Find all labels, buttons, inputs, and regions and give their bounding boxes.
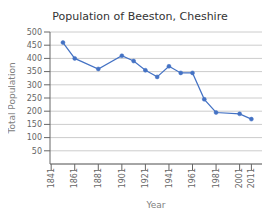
svg-text:Total Population: Total Population — [8, 62, 17, 134]
svg-text:400: 400 — [27, 54, 42, 63]
svg-text:300: 300 — [27, 81, 42, 90]
svg-text:1921: 1921 — [141, 168, 150, 188]
svg-text:200: 200 — [27, 107, 42, 116]
svg-text:1961: 1961 — [188, 168, 197, 188]
svg-text:50: 50 — [32, 147, 42, 156]
svg-text:1941: 1941 — [165, 168, 174, 188]
svg-text:1881: 1881 — [94, 168, 103, 188]
svg-text:350: 350 — [27, 67, 42, 76]
svg-text:Year: Year — [145, 200, 165, 208]
svg-text:2011: 2011 — [247, 168, 256, 188]
svg-text:1841: 1841 — [47, 168, 56, 188]
svg-text:1981: 1981 — [212, 168, 221, 188]
svg-text:250: 250 — [27, 94, 42, 103]
svg-text:500: 500 — [27, 28, 42, 37]
svg-text:150: 150 — [27, 120, 42, 129]
svg-text:1861: 1861 — [70, 168, 79, 188]
svg-text:100: 100 — [27, 133, 42, 142]
svg-text:2001: 2001 — [235, 168, 244, 188]
html-text:Population of Beeston, Cheshir: Population of Beeston, Cheshire — [52, 10, 228, 23]
svg-text:1901: 1901 — [118, 168, 127, 188]
svg-text:450: 450 — [27, 41, 42, 50]
